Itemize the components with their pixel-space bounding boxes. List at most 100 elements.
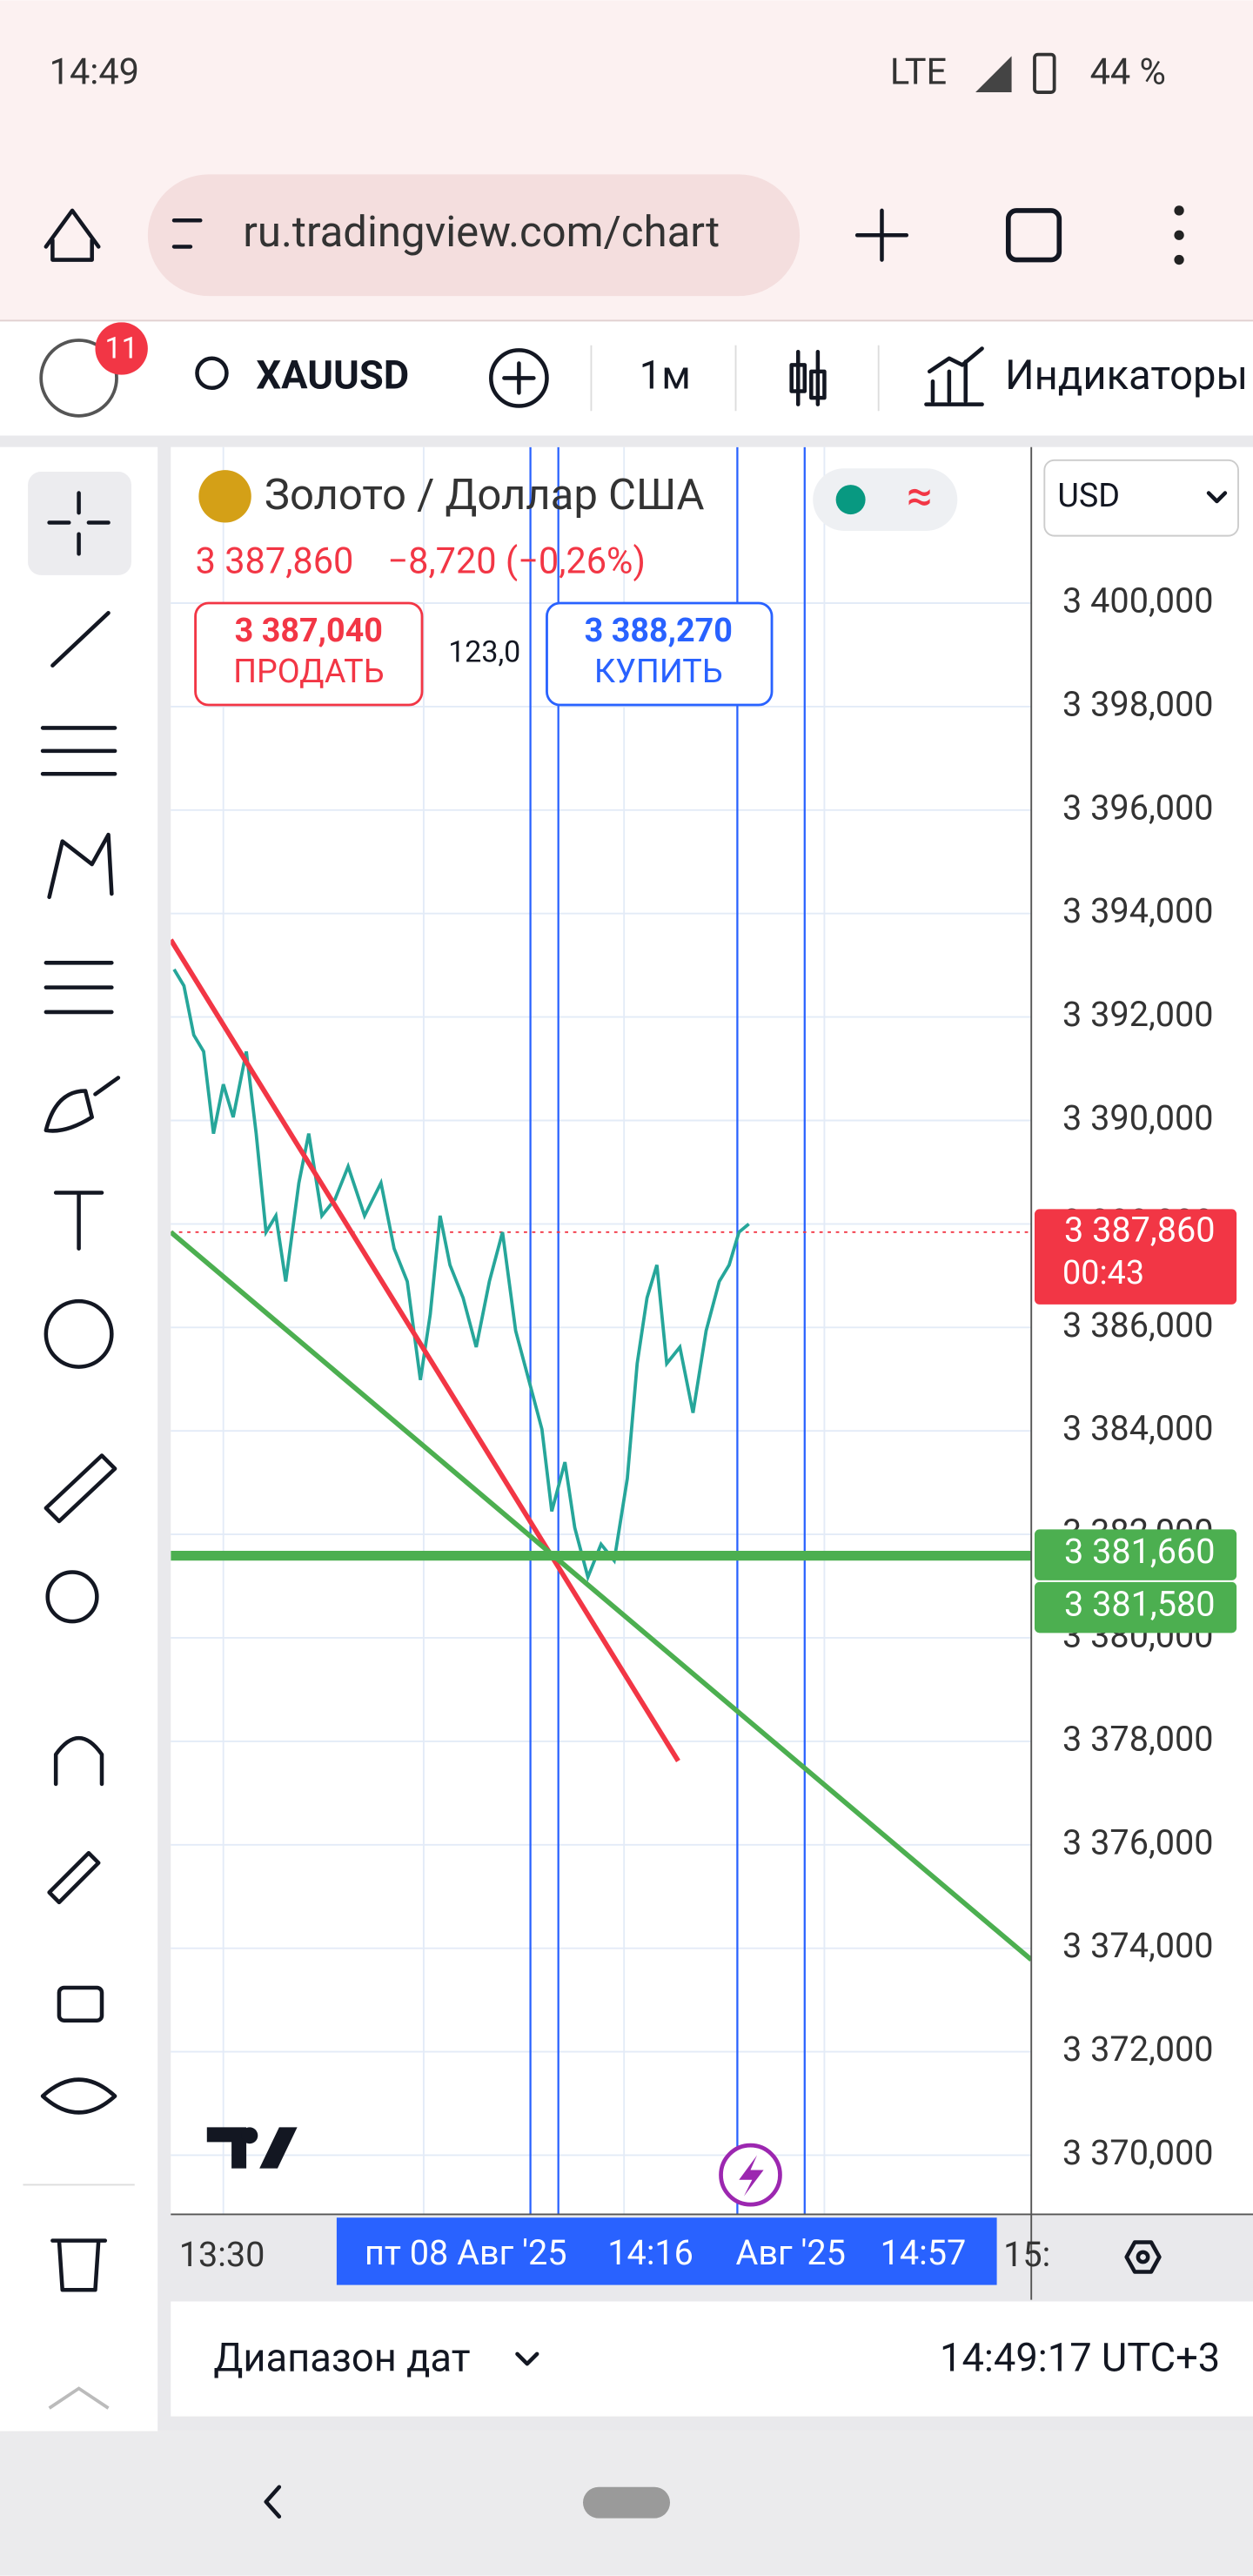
cursor2-date: Авг '25: [736, 2232, 846, 2273]
status-time: 14:49: [50, 50, 139, 93]
vertical-lines: [529, 446, 806, 2215]
currency-select[interactable]: [1043, 459, 1239, 537]
tv-logo: [206, 2127, 298, 2169]
compare-plus: [502, 361, 536, 395]
cursor-time: 14:16: [607, 2232, 694, 2273]
price-tick-label: 3 396,000: [1062, 787, 1214, 828]
chart-title: Золото / Доллар США: [265, 469, 705, 520]
prediction-tool[interactable]: [44, 961, 114, 1015]
current-price-label-bg: [1034, 1209, 1237, 1305]
text-tool[interactable]: [53, 1191, 104, 1251]
time-cursor-bg: [336, 2217, 997, 2285]
grid: [171, 446, 1032, 2215]
delete-tool[interactable]: [50, 2238, 108, 2292]
battery-icon: [1033, 52, 1056, 94]
price-change: −8,720 (−0,26%): [387, 540, 646, 583]
red-trendline: [171, 938, 680, 1763]
signal-icon: [975, 56, 1012, 93]
green-trendline: [171, 1230, 1032, 1962]
menu-button[interactable]: [1174, 205, 1184, 265]
magnet-tool[interactable]: [53, 1736, 104, 1787]
symbol-logo: [198, 470, 251, 523]
price-series: [172, 968, 750, 1583]
price-tick-label: 3 378,000: [1062, 1718, 1214, 1759]
layers-icon[interactable]: [48, 2386, 110, 2410]
status-pill[interactable]: [813, 468, 958, 531]
clock[interactable]: 14:49:17 UTC+3: [940, 2335, 1220, 2381]
sell-price[interactable]: 3 387,040: [235, 612, 383, 650]
chart-type-button[interactable]: [789, 349, 827, 406]
battery: 44 %: [1090, 50, 1166, 93]
lightning-icon: [739, 2155, 764, 2197]
currency[interactable]: USD: [1057, 477, 1120, 515]
price-tick-label: 3 398,000: [1062, 683, 1214, 724]
url-bar[interactable]: [147, 174, 801, 297]
cursor2-time: 14:57: [881, 2232, 967, 2273]
spread: 123,0: [448, 634, 520, 669]
ruler-tool[interactable]: [44, 1453, 117, 1524]
price-tick-label: 3 390,000: [1062, 1097, 1214, 1138]
drawing-toolbar: [0, 446, 158, 2432]
buy-label[interactable]: КУПИТЬ: [594, 653, 723, 691]
date-range-chevron: [515, 2351, 539, 2366]
price-tick-label: 3 370,000: [1062, 2132, 1214, 2173]
level-label: 3 381,580: [1064, 1584, 1216, 1625]
time-label: 13:30: [179, 2234, 265, 2275]
home-button[interactable]: [44, 208, 101, 262]
price-tick-label: 3 372,000: [1062, 2029, 1214, 2070]
date-range[interactable]: Диапазон дат: [213, 2335, 470, 2381]
delay-icon: ≈: [907, 469, 933, 523]
countdown: 00:43: [1062, 1254, 1144, 1292]
price-tick-label: 3 386,000: [1062, 1305, 1214, 1345]
user-avatar[interactable]: [39, 339, 118, 418]
trend-line-tool[interactable]: [50, 611, 111, 667]
chart-pane: [171, 446, 1253, 2215]
search-icon[interactable]: [195, 356, 229, 391]
tv-logo-dot: [241, 2127, 258, 2144]
cursor-date: пт 08 Авг '25: [365, 2232, 567, 2273]
market-open-dot: [835, 485, 866, 515]
current-price: 3 387,860: [1064, 1209, 1216, 1250]
sell-button[interactable]: [194, 601, 424, 707]
price-tick-label: 3 384,000: [1062, 1408, 1214, 1449]
tabs-button[interactable]: [1005, 208, 1062, 263]
level-label: 3 381,660: [1064, 1531, 1216, 1572]
buy-price[interactable]: 3 388,270: [585, 612, 733, 650]
compare-button[interactable]: [489, 348, 549, 408]
price-tick-label: 3 394,000: [1062, 890, 1214, 931]
back-button[interactable]: [264, 2485, 282, 2519]
tool-selected-bg: [28, 472, 131, 575]
interval[interactable]: 1м: [640, 352, 691, 399]
bottom-bar: [171, 2301, 1253, 2417]
level-label-bg: [1034, 1581, 1237, 1633]
hide-tool[interactable]: [40, 2077, 117, 2115]
new-tab-button[interactable]: [854, 208, 909, 262]
home-handle[interactable]: [582, 2486, 671, 2519]
indicators[interactable]: Индикаторы: [1005, 351, 1248, 399]
settings-button[interactable]: [1124, 2240, 1162, 2274]
symbol[interactable]: XAUUSD: [256, 352, 409, 399]
site-info-icon[interactable]: [171, 218, 203, 249]
brush-tool[interactable]: [44, 1076, 121, 1133]
time-label: 15:: [1003, 2234, 1050, 2275]
settings-dot: [1136, 2250, 1150, 2264]
fib-tool[interactable]: [40, 726, 117, 776]
pattern-tool[interactable]: [47, 832, 114, 900]
url[interactable]: ru.tradingview.com/chart: [243, 206, 720, 257]
badge: 11: [105, 331, 138, 366]
level-label-bg: [1034, 1529, 1237, 1580]
indicators-icon[interactable]: [924, 346, 984, 406]
crosshair-tool[interactable]: [47, 491, 111, 556]
lock-tool[interactable]: [57, 1985, 104, 2023]
currency-chevron: [1206, 491, 1228, 504]
last-price: 3 387,860: [196, 540, 354, 583]
zoom-tool[interactable]: [45, 1570, 99, 1624]
emoji-tool[interactable]: [44, 1298, 114, 1369]
lock-drawings-tool[interactable]: [47, 1850, 101, 1905]
buy-button[interactable]: [546, 601, 774, 707]
price-tick-label: 3 392,000: [1062, 994, 1214, 1035]
sell-label[interactable]: ПРОДАТЬ: [233, 653, 384, 691]
